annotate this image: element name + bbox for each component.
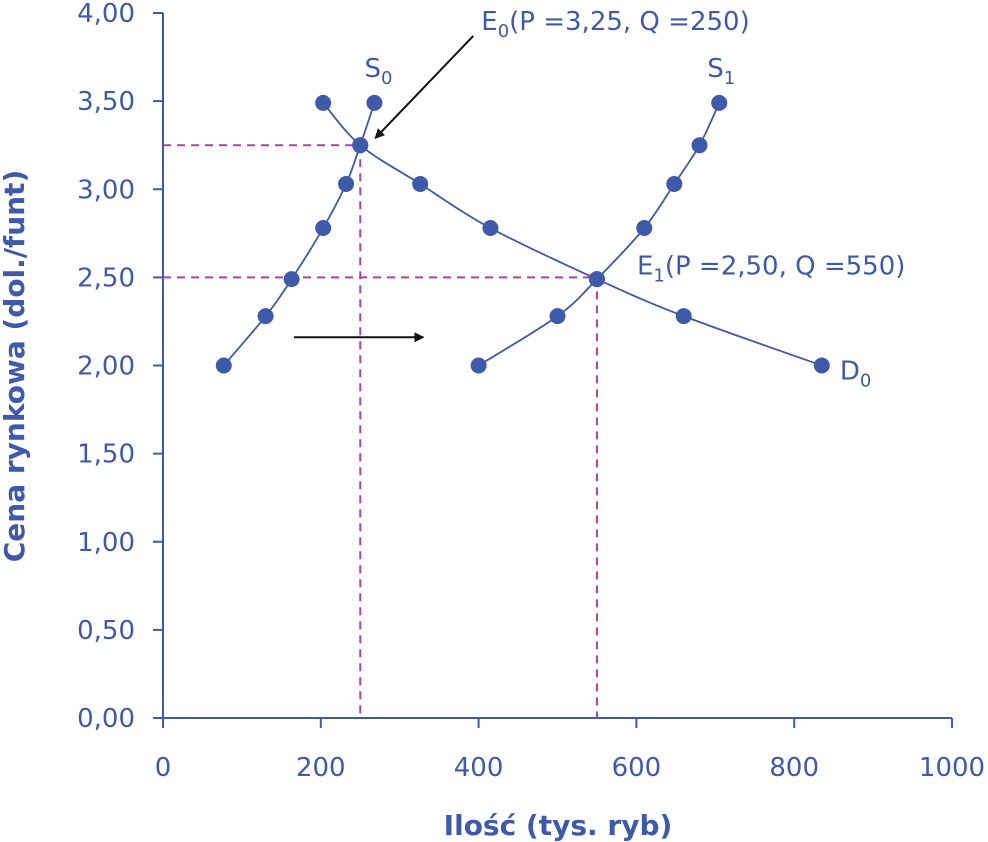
- curve-labels: S0 S1 D0 E0(P =3,25, Q =250) E1(P =2,50, Q =…: [364, 7, 905, 392]
- y-tick-label: 3,00: [77, 175, 135, 205]
- x-axis-title: Ilość (tys. ryb): [444, 809, 673, 842]
- annotation-arrows: [293, 35, 474, 343]
- point-s0: [215, 357, 232, 374]
- y-tick-label: 4,00: [77, 0, 135, 29]
- y-tick-label: 2,50: [77, 263, 135, 293]
- point-s1: [549, 308, 566, 325]
- point-s0: [283, 271, 300, 288]
- y-axis-title: Cena rynkowa (dol./funt): [0, 170, 31, 563]
- label-s1: S1: [707, 54, 735, 89]
- y-tick-label: 0,50: [77, 616, 135, 646]
- point-s1: [691, 137, 708, 154]
- label-s0: S0: [364, 54, 392, 89]
- point-d0: [588, 271, 605, 288]
- point-d0: [482, 220, 499, 237]
- arrow-to-e0: [374, 35, 474, 139]
- point-s0: [315, 220, 332, 237]
- label-d0: D0: [840, 357, 871, 392]
- equilibrium-guide-lines: [163, 144, 598, 718]
- label-e1: E1(P =2,50, Q =550): [637, 251, 905, 286]
- x-tick-label: 800: [769, 753, 819, 783]
- x-tick-label: 200: [296, 753, 346, 783]
- curve-s0: [223, 102, 376, 367]
- y-tick-label: 1,50: [77, 440, 135, 470]
- point-s0: [257, 308, 274, 325]
- axes: 0 200 400 600 800 1000 0,00 0,50 1,00 1,50 2,00 2,5…: [77, 0, 985, 783]
- point-s0: [366, 94, 383, 111]
- y-tick-label: 1,00: [77, 528, 135, 558]
- point-s1: [666, 175, 683, 192]
- curve-d0: [322, 102, 823, 367]
- point-s1: [470, 357, 487, 374]
- point-s1: [636, 220, 653, 237]
- x-tick-label: 0: [155, 753, 172, 783]
- point-d0: [352, 137, 369, 154]
- y-tick-label: 0,00: [77, 704, 135, 734]
- y-tick-label: 3,50: [77, 87, 135, 117]
- point-d0: [412, 175, 429, 192]
- point-s1: [711, 94, 728, 111]
- x-tick-label: 400: [454, 753, 504, 783]
- label-e0: E0(P =3,25, Q =250): [481, 7, 749, 42]
- point-d0: [813, 357, 830, 374]
- x-tick-label: 600: [612, 753, 662, 783]
- point-s0: [338, 175, 355, 192]
- x-tick-label: 1000: [919, 753, 985, 783]
- point-d0: [315, 94, 332, 111]
- y-tick-label: 2,00: [77, 352, 135, 382]
- curves: [215, 94, 830, 374]
- point-d0: [675, 308, 692, 325]
- curve-s1: [478, 102, 721, 367]
